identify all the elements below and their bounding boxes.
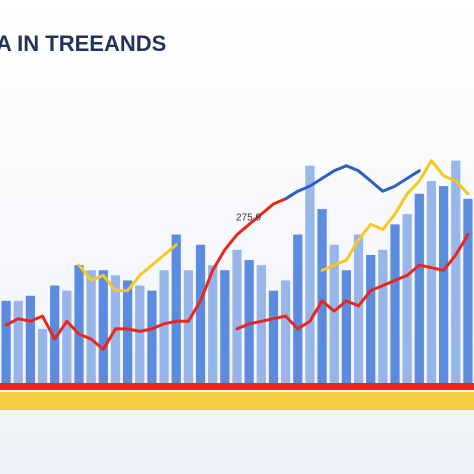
plot-area [1,159,473,385]
chart-title: A IN TREEANDS [0,31,166,56]
bar [220,270,230,385]
bar [159,270,169,385]
bar [13,300,23,385]
bar [390,224,400,385]
bar [147,290,157,385]
bar [463,198,473,385]
line [4,197,288,351]
bar [353,234,364,385]
bar [378,249,388,385]
bar [232,249,242,385]
annotation: 275.9 [236,213,261,224]
bar [135,285,145,385]
bar [329,244,339,385]
bar [451,160,461,385]
bar [98,270,108,385]
bar [171,234,181,385]
line [77,159,470,293]
axis-band [0,383,474,390]
bar [195,244,206,385]
line [284,164,421,201]
bar [414,193,424,385]
bar [438,186,449,385]
bar [37,328,48,385]
bar [268,290,279,385]
bar [1,300,11,385]
bar [341,270,352,385]
bar [426,181,437,385]
bar [305,165,315,385]
line [235,233,470,331]
bar [25,295,36,385]
bar [208,265,218,385]
bar [183,270,194,385]
bar [62,290,72,385]
bar [122,280,133,385]
bar [317,209,327,385]
bar [50,285,60,385]
bar [74,265,84,385]
bar [366,254,376,385]
axis-band [0,392,474,410]
bar [402,214,412,385]
bar [86,270,96,385]
bar [293,234,303,385]
bar [280,280,291,385]
bar [256,265,266,385]
